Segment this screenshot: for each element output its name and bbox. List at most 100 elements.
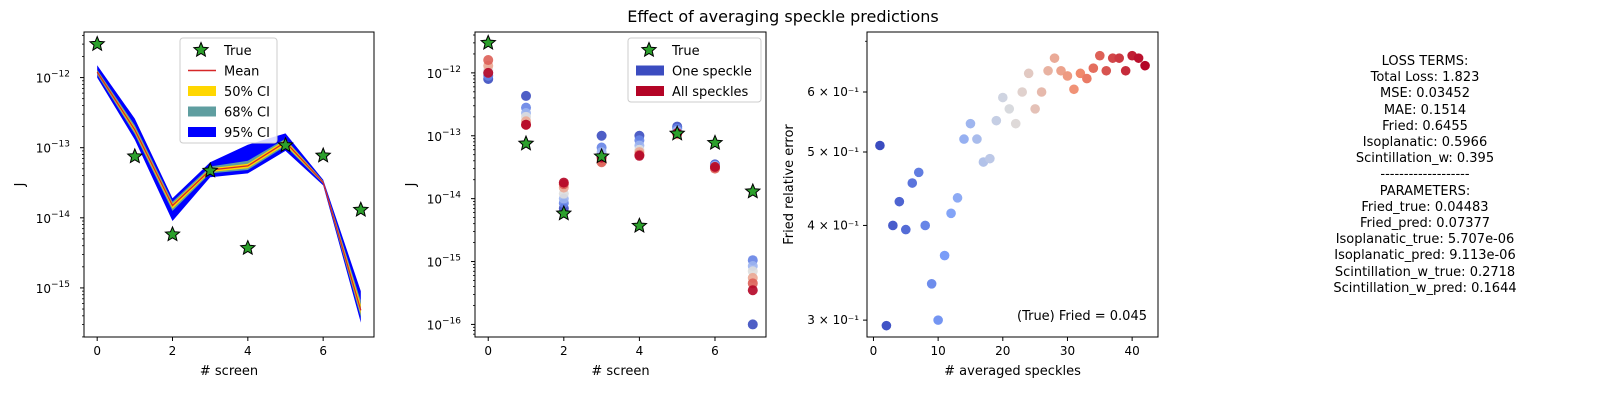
loss-line: Isoplanatic: 0.5966	[1362, 135, 1488, 151]
legend-label: Mean	[224, 65, 259, 80]
true-marker	[744, 182, 762, 199]
loss-line: Scintillation_w: 0.395	[1355, 151, 1495, 167]
legend-label: One speckle	[672, 65, 752, 80]
y-tick-label: 10−13	[36, 140, 70, 156]
x-tick-label: 2	[169, 344, 177, 358]
true-marker	[314, 146, 332, 163]
fried-error-point	[913, 167, 924, 178]
loss-line: Scintillation_w_true: 0.2718	[1334, 264, 1516, 280]
y-tick-label: 3 × 10⁻¹	[807, 313, 859, 327]
x-axis-label: # screen	[591, 364, 649, 379]
fried-error-point	[888, 220, 898, 231]
figure-title: Effect of averaging speckle predictions	[627, 7, 939, 26]
fried-error-point	[946, 208, 956, 219]
fried-error-point	[926, 279, 937, 289]
speckle-prediction-point	[596, 130, 607, 141]
true-marker	[164, 225, 181, 242]
x-tick-label: 6	[319, 344, 327, 358]
true-marker	[668, 124, 686, 141]
fried-error-point	[939, 250, 950, 261]
y-axis-label: J	[13, 183, 28, 188]
fried-error-point	[965, 118, 976, 129]
fried-error-point	[933, 315, 943, 325]
x-tick-label: 0	[484, 344, 492, 358]
fried-error-point	[881, 320, 892, 331]
x-tick-label: 6	[711, 344, 719, 358]
legend-label: 50% CI	[224, 85, 270, 100]
loss-line: Isoplanatic_true: 5.707e-06	[1335, 232, 1515, 248]
x-tick-label: 10	[930, 344, 945, 358]
legend-patch	[636, 86, 664, 96]
y-tick-label: 10−16	[427, 316, 462, 332]
loss-line: Isoplanatic_pred: 9.113e-06	[1334, 248, 1516, 264]
loss-terms-panel: LOSS TERMS: Total Loss: 1.823 MSE: 0.034…	[1300, 54, 1550, 297]
speckle-prediction-point	[709, 161, 720, 172]
fried-error-point	[1114, 53, 1124, 63]
speckle-prediction-point	[521, 90, 532, 101]
true-marker	[593, 147, 610, 164]
loss-line: Total Loss: 1.823	[1370, 70, 1480, 86]
fried-error-point	[1069, 84, 1079, 95]
axes-frame	[474, 31, 767, 338]
speckle-prediction-point	[483, 55, 494, 66]
fried-error-point	[1017, 87, 1027, 97]
y-tick-label: 4 × 10⁻¹	[807, 218, 859, 232]
legend-label: 95% CI	[224, 126, 270, 141]
fried-error-point	[1140, 60, 1150, 71]
loss-line: LOSS TERMS:	[1381, 54, 1469, 69]
x-tick-label: 2	[560, 344, 568, 358]
y-tick-label: 10−15	[427, 254, 461, 270]
y-tick-label: 10−15	[36, 280, 70, 296]
x-tick-label: 4	[636, 344, 644, 358]
fried-error-point	[1056, 65, 1066, 76]
y-tick-label: 10−14	[427, 191, 462, 207]
true-marker	[631, 217, 648, 233]
fried-error-point	[1075, 68, 1086, 79]
loss-line: Fried: 0.6455	[1382, 118, 1468, 134]
legend-box	[179, 37, 278, 144]
panel-fried-error: 0 10 20 30 40 3 × 10⁻¹ 4 × 10⁻¹ 5 × 10⁻¹ 6 × 10⁻…	[782, 31, 1159, 379]
fried-error-point	[1036, 87, 1047, 97]
true-marker	[352, 201, 370, 217]
fried-error-point	[1082, 73, 1092, 84]
legend-patch	[188, 127, 216, 137]
speckle-prediction-point	[634, 150, 645, 161]
true-marker	[479, 34, 497, 50]
speckle-prediction-point	[747, 285, 758, 296]
fried-error-point	[894, 196, 905, 207]
speckle-prediction-point	[483, 67, 494, 78]
fried-error-point	[991, 115, 1002, 126]
fried-error-point	[998, 92, 1008, 103]
legend-patch	[188, 106, 216, 117]
x-axis-label: # averaged speckles	[944, 364, 1081, 379]
x-tick-label: 0	[870, 344, 878, 358]
y-tick-label: 5 × 10⁻¹	[807, 145, 859, 159]
y-axis-label: J	[404, 183, 419, 188]
x-tick-label: 30	[1060, 344, 1075, 358]
fried-error-point	[901, 224, 911, 235]
fried-error-point	[920, 220, 930, 231]
loss-line: MAE: 0.1514	[1383, 102, 1467, 118]
legend-patch	[636, 65, 664, 76]
fried-error-point	[1101, 65, 1112, 76]
speckle-prediction-point	[747, 319, 758, 330]
fried-error-point	[1049, 53, 1060, 63]
mean-line	[96, 71, 362, 311]
true-marker	[555, 204, 573, 221]
legend-label: 68% CI	[224, 106, 270, 121]
fried-error-point	[1062, 71, 1073, 81]
true-marker	[277, 136, 294, 153]
true-marker	[126, 147, 144, 164]
legend-patch	[188, 86, 216, 96]
loss-separator: -------------------	[1380, 167, 1470, 183]
fried-error-point	[1030, 104, 1040, 114]
loss-line: PARAMETERS:	[1379, 183, 1471, 199]
loss-line: Fried_pred: 0.07377	[1359, 216, 1491, 232]
fried-error-point	[907, 178, 918, 188]
true-marker	[517, 134, 535, 151]
loss-line: MSE: 0.03452	[1380, 86, 1470, 102]
x-tick-label: 4	[244, 344, 252, 358]
fried-error-point	[1043, 65, 1053, 76]
speckle-prediction-point	[747, 278, 758, 289]
